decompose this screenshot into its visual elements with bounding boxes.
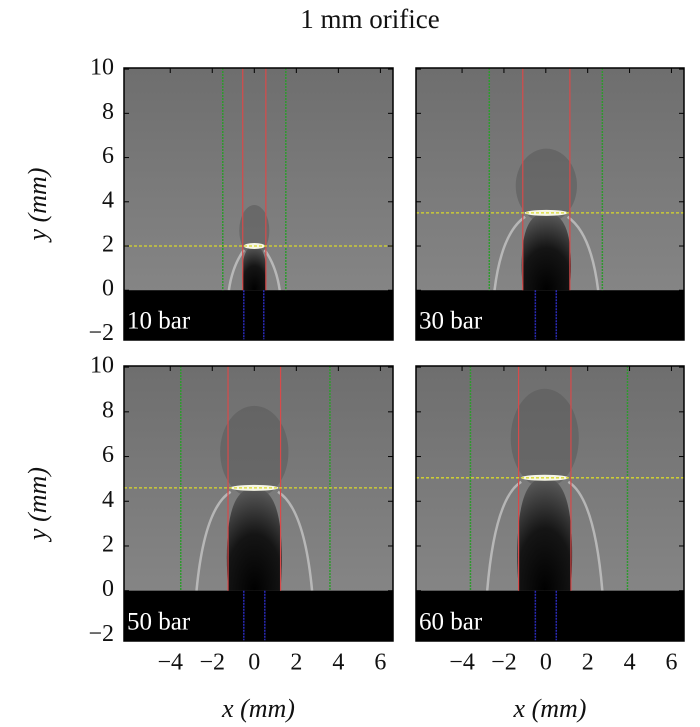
x-tick-label: −4: [449, 650, 475, 676]
panel: [416, 68, 684, 340]
plume: [242, 246, 267, 291]
panel: [124, 68, 393, 340]
y-tick-label: 2: [102, 531, 114, 557]
x-tick-label: 2: [582, 650, 594, 676]
y-axis-label: y (mm): [23, 168, 52, 244]
panel-label: 30 bar: [419, 308, 483, 335]
panel: [416, 366, 684, 641]
shock-arc: [493, 215, 600, 291]
panel-label: 60 bar: [419, 609, 483, 636]
y-tick-label: 4: [102, 187, 114, 213]
solid-region: [416, 290, 684, 340]
x-tick-label: 4: [624, 650, 636, 676]
shock-arc: [195, 490, 314, 591]
front: [520, 474, 569, 481]
smoke: [515, 148, 577, 223]
x-axis-label: x (mm): [513, 694, 587, 723]
x-tick-label: 0: [248, 650, 260, 676]
x-tick-label: 0: [540, 650, 552, 676]
y-tick-label: 6: [102, 143, 114, 169]
x-tick-label: −2: [199, 650, 225, 676]
panel-frame: [415, 365, 685, 642]
plume: [521, 212, 571, 291]
solid-region: [124, 590, 393, 641]
x-tick-label: 6: [665, 650, 677, 676]
shock-arc: [485, 480, 604, 591]
solid-region: [416, 590, 684, 641]
panel-label: 50 bar: [127, 609, 191, 636]
y-tick-label: 10: [90, 55, 114, 81]
x-tick-label: −4: [157, 650, 183, 676]
y-axis-label: y (mm): [23, 467, 52, 543]
solid-region: [124, 290, 393, 340]
y-tick-label: 4: [102, 487, 114, 513]
x-tick-label: 4: [332, 650, 344, 676]
x-tick-label: 6: [374, 650, 386, 676]
y-tick-label: 8: [102, 397, 114, 423]
panel-frame: [415, 67, 685, 341]
y-tick-label: 8: [102, 99, 114, 125]
x-tick-label: 2: [290, 650, 302, 676]
y-tick-label: 6: [102, 442, 114, 468]
y-tick-label: 2: [102, 232, 114, 258]
panel-label: 10 bar: [127, 308, 191, 335]
shock-arc: [227, 249, 281, 291]
x-tick-label: −2: [491, 650, 517, 676]
smoke: [220, 405, 289, 498]
plume: [517, 477, 573, 591]
y-tick-label: −2: [88, 320, 114, 346]
panel-frame: [123, 365, 394, 642]
smoke: [510, 388, 579, 488]
x-axis-label: x (mm): [221, 694, 295, 723]
y-tick-label: 0: [102, 576, 114, 602]
panel: [124, 366, 393, 641]
smoke: [239, 205, 270, 257]
panel-frame: [123, 67, 394, 341]
y-tick-label: 10: [90, 353, 114, 379]
y-tick-label: −2: [88, 621, 114, 647]
plume: [226, 487, 282, 591]
figure-title: 1 mm orifice: [300, 4, 439, 34]
y-tick-label: 0: [102, 276, 114, 302]
